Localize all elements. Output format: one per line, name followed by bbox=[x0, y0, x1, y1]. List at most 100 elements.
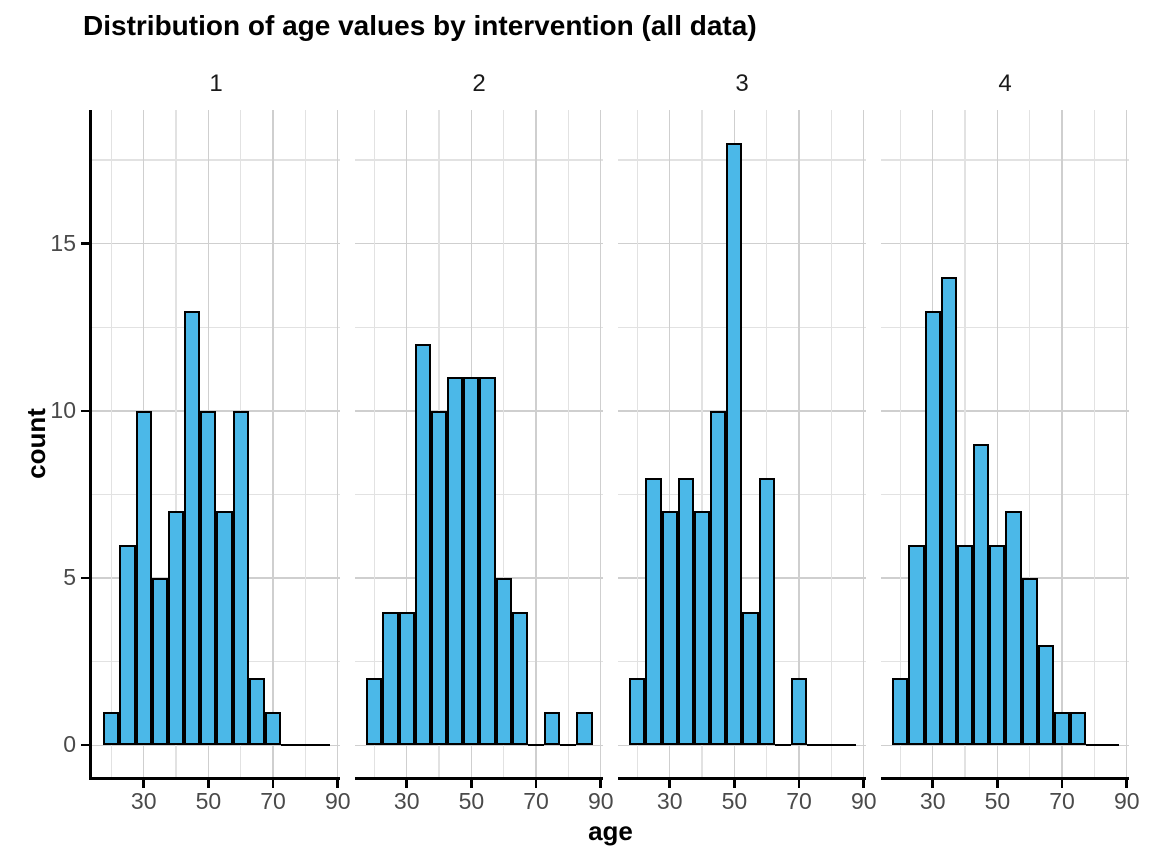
histogram-bar bbox=[576, 711, 593, 746]
gridline-x-major bbox=[862, 110, 865, 777]
x-axis-tick bbox=[271, 780, 275, 788]
gridline-x-major bbox=[405, 110, 408, 777]
gridline-x-minor bbox=[701, 110, 703, 777]
x-axis-line bbox=[92, 777, 340, 780]
facet-strip-label: 4 bbox=[998, 70, 1012, 97]
histogram-bar bbox=[956, 544, 974, 746]
x-axis-tick-label: 50 bbox=[721, 788, 748, 814]
histogram-bar bbox=[758, 477, 775, 746]
x-axis-tick bbox=[599, 780, 602, 788]
facet-strip-label: 2 bbox=[472, 70, 486, 97]
gridline-x-major bbox=[996, 110, 999, 777]
histogram-bar bbox=[710, 410, 727, 746]
gridline-x-minor bbox=[1093, 110, 1096, 777]
zero-count-baseline bbox=[839, 744, 856, 747]
facet-panel bbox=[92, 110, 340, 777]
gridline-y-minor bbox=[92, 159, 340, 161]
histogram-bar bbox=[248, 678, 265, 746]
histogram-bar bbox=[790, 678, 808, 746]
zero-count-baseline bbox=[313, 744, 330, 747]
gridline-y-major bbox=[881, 242, 1129, 245]
zero-count-baseline bbox=[774, 744, 791, 747]
histogram-bar bbox=[1053, 711, 1071, 746]
gridline-x-minor bbox=[964, 110, 966, 777]
gridline-y-major bbox=[881, 744, 1129, 746]
histogram-bar bbox=[414, 344, 431, 746]
gridline-y-minor bbox=[881, 159, 1129, 161]
zero-count-baseline bbox=[527, 744, 545, 747]
x-axis-tick-label: 70 bbox=[1049, 788, 1075, 814]
zero-count-baseline bbox=[1086, 744, 1103, 747]
x-axis-tick bbox=[668, 780, 671, 788]
y-axis-tick bbox=[81, 576, 89, 580]
x-axis-tick-label: 30 bbox=[919, 788, 946, 814]
x-axis-tick bbox=[1060, 780, 1064, 788]
histogram-bar bbox=[742, 611, 759, 746]
gridline-y-major bbox=[355, 744, 603, 746]
gridline-x-minor bbox=[567, 110, 570, 777]
gridline-x-minor bbox=[175, 110, 177, 777]
y-axis-tick bbox=[81, 242, 89, 245]
gridline-y-minor bbox=[355, 326, 603, 329]
histogram-bar bbox=[447, 377, 464, 746]
x-axis-tick bbox=[797, 780, 801, 788]
x-axis-tick bbox=[733, 780, 736, 788]
histogram-bar bbox=[511, 611, 528, 746]
gridline-y-major bbox=[355, 242, 603, 245]
y-axis-tick-label: 0 bbox=[63, 731, 76, 758]
x-axis-tick-label: 70 bbox=[786, 788, 812, 814]
gridline-y-major bbox=[92, 744, 340, 746]
histogram-bar bbox=[1070, 711, 1087, 746]
gridline-x-major bbox=[599, 110, 602, 777]
x-axis-tick bbox=[1125, 780, 1128, 788]
histogram-bar bbox=[232, 410, 249, 746]
gridline-x-minor bbox=[304, 110, 307, 777]
y-axis-tick bbox=[81, 743, 89, 747]
x-axis-line bbox=[618, 777, 866, 780]
histogram-bar bbox=[693, 511, 711, 746]
gridline-x-major bbox=[272, 110, 274, 777]
x-axis-tick-label: 90 bbox=[587, 788, 614, 814]
histogram-bar bbox=[430, 410, 448, 746]
gridline-x-minor bbox=[899, 110, 902, 777]
x-axis-tick-label: 30 bbox=[393, 788, 420, 814]
histogram-bar bbox=[908, 544, 925, 746]
x-axis-tick-label: 50 bbox=[984, 788, 1011, 814]
gridline-x-major bbox=[1125, 110, 1128, 777]
facet-panel bbox=[618, 110, 866, 777]
histogram-bar bbox=[200, 410, 217, 746]
histogram-bar bbox=[973, 444, 990, 746]
x-axis-tick-label: 30 bbox=[656, 788, 683, 814]
histogram-bar bbox=[479, 377, 496, 746]
histogram-bar bbox=[463, 377, 480, 746]
x-axis-tick-label: 90 bbox=[850, 788, 877, 814]
gridline-x-minor bbox=[830, 110, 833, 777]
gridline-x-major bbox=[1061, 110, 1063, 777]
gridline-x-major bbox=[798, 110, 800, 777]
gridline-y-minor bbox=[881, 493, 1129, 496]
gridline-y-major bbox=[618, 744, 866, 746]
histogram-bar bbox=[495, 578, 512, 746]
gridline-x-minor bbox=[1028, 110, 1031, 777]
histogram-bar bbox=[382, 611, 399, 746]
gridline-x-minor bbox=[636, 110, 639, 777]
zero-count-baseline bbox=[297, 744, 314, 747]
x-axis-line bbox=[355, 777, 603, 780]
gridline-y-minor bbox=[881, 326, 1129, 329]
facet-strip-label: 3 bbox=[735, 70, 749, 97]
histogram-bar bbox=[151, 578, 168, 746]
zero-count-baseline bbox=[823, 744, 840, 747]
histogram-bar bbox=[216, 511, 233, 746]
histogram-bar bbox=[1037, 644, 1054, 746]
histogram-bar bbox=[167, 511, 185, 746]
zero-count-baseline bbox=[1102, 744, 1119, 747]
facet-strip-label: 1 bbox=[209, 70, 223, 97]
histogram-bar bbox=[135, 410, 152, 746]
histogram-bar bbox=[629, 678, 646, 746]
y-axis-title: count bbox=[20, 407, 51, 479]
histogram-bar bbox=[264, 711, 282, 746]
chart-title: Distribution of age values by interventi… bbox=[83, 10, 757, 41]
histogram-bar bbox=[892, 678, 909, 746]
x-axis-tick-label: 90 bbox=[1113, 788, 1140, 814]
zero-count-baseline bbox=[807, 744, 824, 747]
